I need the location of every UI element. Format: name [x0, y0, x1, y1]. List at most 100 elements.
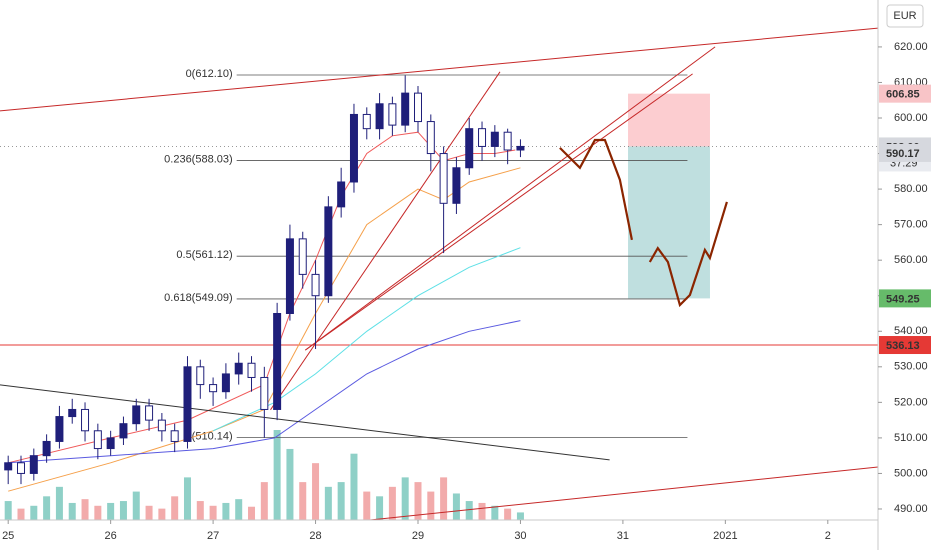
volume-bar: [337, 482, 345, 520]
moving-average: [8, 320, 521, 464]
y-tick-label: 600.00: [894, 112, 928, 124]
candle-body: [209, 384, 218, 393]
candle-body: [337, 181, 346, 208]
trendline: [369, 466, 878, 520]
candle-body: [81, 408, 90, 432]
volume-bar: [376, 496, 384, 520]
candle-body: [439, 153, 448, 204]
x-tick-label: 2021: [713, 530, 737, 542]
candle-body: [465, 128, 474, 169]
currency-badge[interactable]: [886, 4, 924, 28]
x-tick-label: 30: [514, 530, 526, 542]
currency: EUR: [893, 10, 916, 22]
candle-body: [106, 437, 115, 450]
candle-body: [490, 131, 499, 147]
price-badge: [879, 143, 931, 162]
volume-bar: [68, 502, 76, 520]
candle-body: [17, 462, 26, 474]
volume-bar: [119, 501, 127, 520]
candle-body: [324, 206, 333, 297]
volume-bar: [452, 493, 460, 520]
y-tick-label: 540.00: [894, 325, 928, 337]
fib-label: 0(612.10): [186, 68, 233, 80]
candle-body: [183, 366, 192, 442]
y-tick-label: 520.00: [894, 396, 928, 408]
y-tick-label: 620.00: [894, 41, 928, 53]
volume-bar: [299, 482, 307, 520]
volume-bar: [363, 491, 371, 520]
volume-bar: [286, 448, 294, 520]
plot-area: 0(612.10) 0.236(588.03) 0.5(561.12) 0.618(5…: [0, 27, 878, 520]
x-tick-label: 25: [2, 530, 14, 542]
candle-body: [145, 405, 154, 421]
candle-body: [503, 131, 512, 151]
y-tick-label: 530.00: [894, 361, 928, 373]
volume-bar: [465, 501, 473, 520]
candle-body: [68, 408, 77, 418]
trendline: [0, 27, 878, 112]
trendline: [305, 46, 716, 351]
candle-body: [516, 145, 525, 151]
volume-bar: [273, 430, 281, 520]
y-tick-label: 570.00: [894, 219, 928, 231]
volume-bar: [222, 502, 230, 520]
price-badge-label: 536.13: [886, 340, 920, 352]
projection-drawing: [559, 138, 728, 308]
price-badge-label: 606.85: [886, 89, 920, 101]
x-tick-label: 2: [825, 530, 831, 542]
candle-body: [196, 366, 205, 386]
candle-body: [362, 113, 371, 130]
x-tick-label: 31: [617, 530, 629, 542]
x-tick-label: 26: [105, 530, 117, 542]
fib-label: 0.618(549.09): [164, 292, 233, 304]
price-badge-label: 549.25: [886, 293, 920, 305]
volume-bar: [30, 505, 38, 520]
volume-bar: [491, 505, 499, 520]
candle-body: [247, 362, 256, 378]
volume-bar: [132, 491, 140, 520]
target-zone: [628, 146, 710, 299]
candle-body: [426, 121, 435, 155]
y-tick-label: 560.00: [894, 254, 928, 266]
price-badge: [879, 84, 931, 103]
candle-body: [132, 405, 141, 425]
volume-bar: [158, 508, 166, 520]
candle-body: [42, 440, 51, 457]
y-tick-label: 510.00: [894, 432, 928, 444]
volume-bar: [107, 502, 115, 520]
volume-bar: [17, 508, 25, 520]
x-tick-label: 29: [412, 530, 424, 542]
stop-zone: [628, 93, 710, 147]
candle-body: [478, 128, 487, 147]
volume-bar: [81, 499, 89, 520]
volume-bar: [43, 496, 51, 520]
candle-body: [452, 167, 461, 204]
candle-body: [29, 455, 38, 474]
trendline: [0, 384, 610, 461]
candle-body: [55, 416, 64, 442]
volume-bar: [478, 502, 486, 520]
candle-body: [285, 238, 294, 314]
volume-bar: [414, 482, 422, 520]
candle-body: [260, 376, 269, 410]
volume-bar: [4, 501, 12, 520]
fib-label: 0.236(588.03): [164, 153, 233, 165]
x-tick-label: 27: [207, 530, 219, 542]
volume-bar: [248, 506, 256, 520]
price-badge-label: 590.17: [886, 148, 920, 160]
volume-bar: [427, 491, 435, 520]
volume-bar: [312, 463, 320, 520]
candle-body: [413, 92, 422, 123]
volume-bar: [145, 505, 153, 520]
y-tick-label: 580.00: [894, 183, 928, 195]
y-tick-label: 500.00: [894, 467, 928, 479]
candle-body: [93, 430, 102, 450]
candle-body: [388, 103, 397, 126]
volume-bar: [504, 508, 512, 520]
candle-body: [401, 92, 410, 126]
x-tick-label: 28: [309, 530, 321, 542]
candle-body: [157, 419, 166, 432]
trendline: [305, 73, 693, 351]
